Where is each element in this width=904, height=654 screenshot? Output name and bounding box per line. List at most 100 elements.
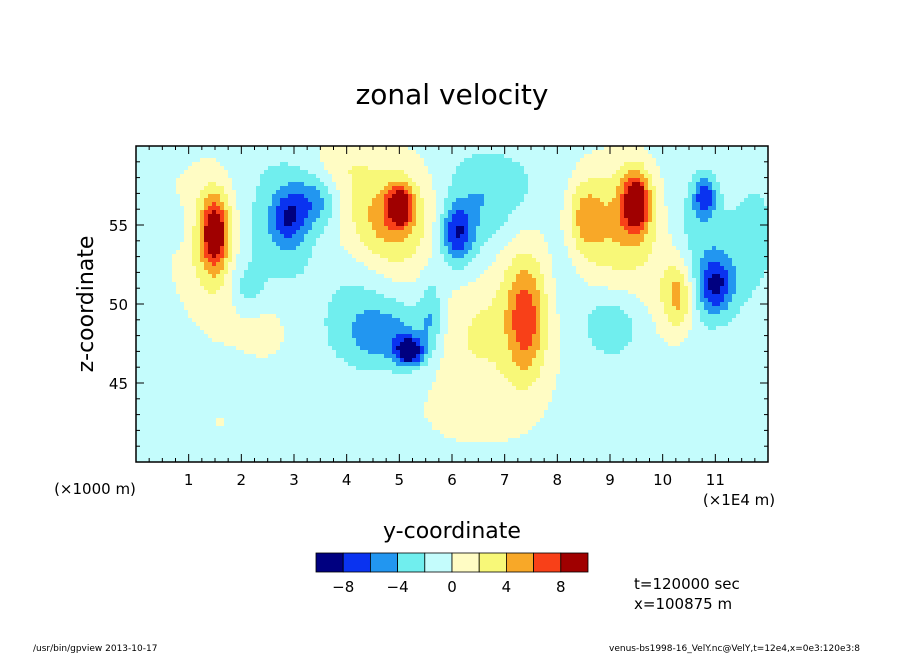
heatmap-cell-run: [692, 310, 701, 315]
heatmap-cell-run: [524, 198, 565, 203]
heatmap-cell-run: [204, 214, 209, 219]
heatmap-cell-run: [436, 198, 445, 203]
heatmap-cell-run: [452, 242, 465, 247]
heatmap-cell-run: [200, 246, 205, 251]
heatmap-cell-run: [276, 242, 301, 247]
heatmap-cell-run: [340, 202, 353, 207]
heatmap-cell-run: [564, 194, 573, 199]
heatmap-cell-run: [476, 354, 513, 359]
heatmap-cell-run: [332, 210, 341, 215]
heatmap-cell-run: [276, 222, 285, 227]
heatmap-cell-run: [136, 378, 437, 383]
heatmap-cell-run: [416, 218, 425, 223]
heatmap-cell-run: [232, 270, 245, 275]
heatmap-cell-run: [184, 302, 233, 307]
heatmap-cell-run: [508, 302, 517, 307]
heatmap-cell-run: [692, 202, 701, 207]
heatmap-cell-run: [584, 238, 605, 243]
heatmap-cell-run: [236, 262, 249, 267]
heatmap-cell-run: [688, 186, 697, 191]
heatmap-cell-run: [512, 314, 537, 319]
heatmap-cell-run: [536, 378, 557, 383]
heatmap-cell-run: [136, 346, 237, 351]
heatmap-cell-run: [672, 294, 681, 299]
heatmap-cell-run: [572, 206, 581, 211]
heatmap-cell-run: [560, 334, 589, 339]
heatmap-cell-run: [712, 246, 717, 251]
heatmap-cell-run: [252, 214, 269, 219]
heatmap-cell-run: [688, 286, 693, 291]
heatmap-cell-run: [448, 262, 469, 267]
heatmap-cell-run: [652, 202, 657, 207]
heatmap-cell-run: [688, 190, 697, 195]
heatmap-cell-run: [276, 206, 289, 211]
heatmap-cell-run: [184, 222, 197, 227]
heatmap-cell-run: [212, 338, 285, 343]
heatmap-cell-run: [352, 214, 369, 219]
heatmap-cell-run: [564, 202, 573, 207]
heatmap-cell-run: [560, 342, 593, 347]
heatmap-cell-run: [268, 210, 277, 215]
heatmap-cell-run: [736, 286, 757, 291]
heatmap-cell-run: [580, 230, 629, 235]
heatmap-cell-run: [424, 218, 437, 223]
heatmap-cell-run: [136, 326, 201, 331]
heatmap-cell-run: [204, 254, 213, 259]
heatmap-cell-run: [712, 290, 721, 295]
heatmap-cell-run: [180, 194, 201, 199]
heatmap-cell-run: [512, 326, 537, 331]
heatmap-cell-run: [428, 346, 437, 351]
heatmap-cell-run: [696, 306, 705, 311]
colorbar-swatch: [369, 552, 398, 573]
heatmap-cell-run: [440, 326, 449, 331]
heatmap-cell-run: [136, 426, 433, 431]
heatmap-cell-run: [700, 262, 709, 267]
heatmap-cell-run: [736, 290, 753, 295]
heatmap-cell-run: [320, 158, 425, 163]
heatmap-cell-run: [492, 298, 509, 303]
heatmap-cell-run: [136, 370, 393, 375]
colorbar-swatch: [533, 552, 562, 573]
heatmap-cell-run: [136, 238, 185, 243]
heatmap-cell-run: [352, 174, 409, 179]
heatmap-cell-run: [652, 206, 657, 211]
heatmap-cell-run: [700, 318, 733, 323]
heatmap-cell-run: [456, 170, 525, 175]
heatmap-cell-run: [720, 274, 729, 279]
heatmap-cell-run: [240, 290, 261, 295]
heatmap-cell-run: [500, 226, 561, 231]
heatmap-cell-run: [436, 378, 509, 383]
heatmap-cell-run: [412, 178, 433, 183]
heatmap-cell-run: [368, 166, 429, 171]
heatmap-cell-run: [612, 266, 637, 271]
heatmap-cell-run: [412, 338, 421, 343]
heatmap-cell-run: [724, 278, 729, 283]
heatmap-cell-run: [448, 318, 473, 323]
heatmap-cell-run: [260, 182, 289, 187]
heatmap-cell-run: [448, 190, 529, 195]
y-tick-label: 45: [109, 375, 128, 393]
heatmap-cell-run: [312, 250, 349, 255]
heatmap-cell-run: [232, 278, 241, 283]
heatmap-cell-run: [656, 194, 665, 199]
heatmap-cell-run: [604, 238, 613, 243]
heatmap-cell-run: [420, 350, 425, 355]
heatmap-cell-run: [548, 330, 561, 335]
heatmap-cell-run: [352, 206, 369, 211]
heatmap-cell-run: [636, 294, 661, 299]
heatmap-cell-run: [308, 230, 325, 235]
heatmap-cell-run: [328, 314, 357, 319]
heatmap-cell-run: [468, 230, 477, 235]
heatmap-cell-run: [388, 210, 409, 215]
heatmap-cell-run: [488, 358, 513, 363]
heatmap-cell-run: [236, 346, 281, 351]
heatmap-cell-run: [572, 226, 581, 231]
heatmap-cell-run: [424, 222, 433, 227]
heatmap-cell-run: [624, 162, 645, 167]
heatmap-cell-run: [440, 298, 449, 303]
heatmap-cell-run: [356, 342, 393, 347]
heatmap-cell-run: [136, 390, 429, 395]
heatmap-cell-run: [136, 178, 177, 183]
heatmap-cell-run: [724, 282, 729, 287]
heatmap-cell-run: [224, 206, 233, 211]
